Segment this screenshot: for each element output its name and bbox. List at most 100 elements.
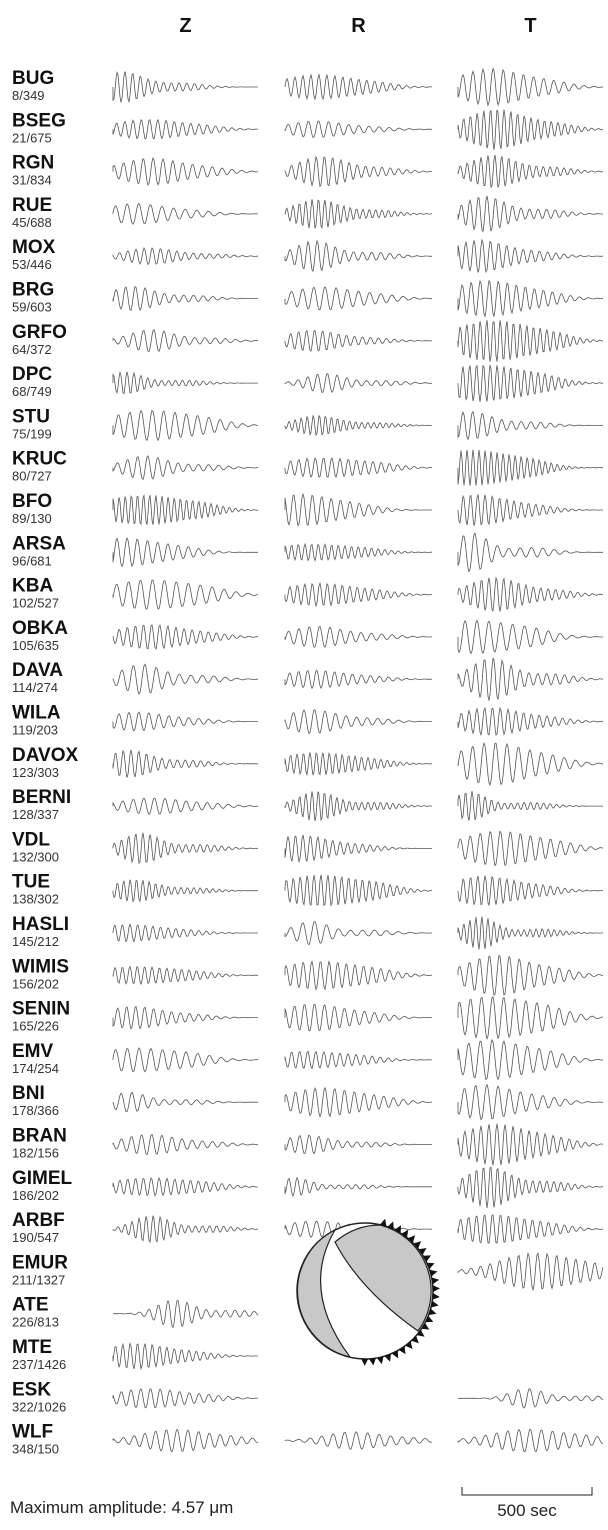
station-info: 186/202 <box>12 1188 59 1203</box>
seismogram-trace <box>457 1428 604 1453</box>
seismogram-trace <box>112 1388 258 1409</box>
station-name: BSEG <box>12 110 66 131</box>
polarity-tick <box>391 1350 398 1359</box>
seismogram-trace <box>112 1005 258 1030</box>
polarity-tick <box>387 1221 394 1230</box>
station-name: KBA <box>12 576 53 597</box>
station-name: ATE <box>12 1295 49 1316</box>
polarity-tick <box>426 1262 435 1269</box>
seismogram-trace <box>457 954 604 996</box>
seismogram-trace <box>112 579 259 610</box>
seismogram-trace <box>457 1123 604 1166</box>
station-name: BRG <box>12 280 54 301</box>
column-header: T <box>524 15 536 37</box>
seismogram-trace <box>457 410 603 441</box>
station-info: 80/727 <box>12 469 52 484</box>
polarity-tick <box>423 1255 431 1262</box>
polarity-tick <box>401 1229 409 1238</box>
seismogram-trace <box>284 959 433 991</box>
polarity-tick <box>431 1277 440 1285</box>
station-name: ARSA <box>12 533 66 554</box>
seismogram-trace <box>112 1047 259 1073</box>
column-header: Z <box>179 15 191 37</box>
seismogram-trace <box>112 1133 258 1156</box>
station-info: 190/547 <box>12 1230 59 1245</box>
polarity-tick <box>432 1285 440 1292</box>
seismogram-trace <box>457 279 604 318</box>
seismogram-trace <box>112 832 258 865</box>
station-name: GRFO <box>12 322 67 343</box>
seismogram-trace <box>112 70 258 104</box>
seismogram-trace <box>112 1342 258 1371</box>
seismogram-trace <box>112 1177 259 1197</box>
seismogram-trace <box>112 923 258 943</box>
seismogram-trace <box>457 238 603 274</box>
station-info: 156/202 <box>12 976 59 991</box>
seismogram-trace <box>457 996 604 1041</box>
seismogram-trace <box>284 1134 432 1155</box>
seismogram-trace <box>457 1038 604 1081</box>
seismogram-trace <box>457 706 604 737</box>
station-name: ESK <box>12 1379 51 1400</box>
column-header: R <box>351 15 366 37</box>
seismogram-trace <box>112 202 258 225</box>
seismogram-trace <box>112 1091 258 1113</box>
seismogram-trace <box>284 155 433 188</box>
seismogram-trace <box>284 709 433 735</box>
station-name: DPC <box>12 364 52 385</box>
seismogram-trace <box>284 73 432 101</box>
seismogram-trace <box>457 916 604 950</box>
station-name: WILA <box>12 703 61 724</box>
station-name: WLF <box>12 1422 53 1443</box>
station-info: 138/302 <box>12 892 59 907</box>
seismogram-trace <box>284 239 432 273</box>
seismogram-trace <box>457 875 604 907</box>
seismogram-trace <box>112 370 258 395</box>
station-info: 96/681 <box>12 553 52 568</box>
polarity-tick <box>421 1323 430 1330</box>
seismogram-trace <box>284 1431 433 1450</box>
polarity-tick <box>407 1235 416 1243</box>
station-info: 182/156 <box>12 1146 59 1161</box>
station-name: GIMEL <box>12 1168 73 1189</box>
seismogram-trace <box>457 619 603 655</box>
seismogram-trace <box>284 920 432 946</box>
station-info: 211/1327 <box>12 1272 65 1287</box>
station-name: MOX <box>12 237 56 258</box>
seismogram-trace <box>457 364 604 402</box>
seismogram-trace <box>112 1428 258 1453</box>
seismogram-trace <box>112 879 258 903</box>
seismogram-trace <box>284 752 433 777</box>
seismogram-trace <box>112 663 259 695</box>
seismogram-trace <box>112 1215 259 1244</box>
station-name: SENIN <box>12 999 70 1020</box>
seismogram-trace <box>284 120 432 138</box>
station-name: OBKA <box>12 618 68 639</box>
polarity-tick <box>425 1315 434 1323</box>
scale-label: 500 sec <box>497 1501 557 1520</box>
seismogram-trace <box>112 118 259 140</box>
seismogram-trace <box>112 797 259 815</box>
waveforms <box>112 67 604 1453</box>
polarity-tick <box>416 1329 425 1337</box>
amplitude-note: Maximum amplitude: 4.57 μm <box>10 1498 233 1517</box>
station-info: 174/254 <box>12 1061 59 1076</box>
polarity-tick <box>376 1356 384 1365</box>
polarity-tick <box>429 1269 438 1277</box>
station-info: 322/1026 <box>12 1399 66 1414</box>
station-name: MTE <box>12 1337 52 1358</box>
station-info: 102/527 <box>12 596 59 611</box>
station-name: RUE <box>12 195 52 216</box>
seismogram-trace <box>284 874 432 907</box>
seismogram-trace <box>284 834 432 864</box>
station-info: 128/337 <box>12 807 59 822</box>
seismogram-trace <box>457 1083 604 1121</box>
polarity-tick <box>379 1218 387 1227</box>
station-name: BNI <box>12 1083 45 1104</box>
seismogram-trace <box>284 1176 432 1197</box>
station-name: DAVOX <box>12 745 78 766</box>
station-info: 68/749 <box>12 384 52 399</box>
seismogram-trace <box>457 1166 604 1209</box>
seismogram-trace <box>457 532 603 573</box>
